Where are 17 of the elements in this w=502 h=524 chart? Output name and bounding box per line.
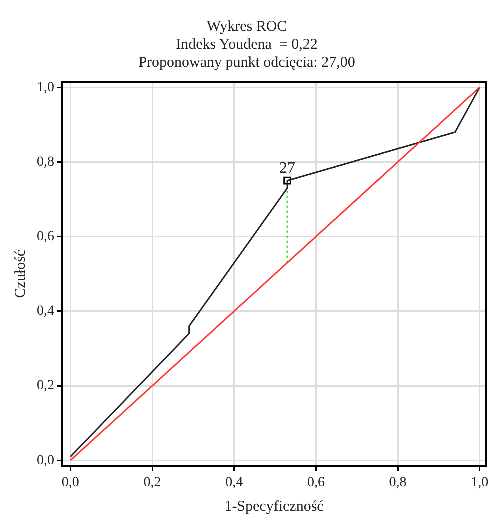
x-axis-title: 1-Specyficzność xyxy=(224,498,324,515)
y-tick-label: 0,6 xyxy=(37,229,54,244)
x-tick-label: 0,4 xyxy=(226,475,244,490)
x-tick-label: 0,0 xyxy=(62,475,80,490)
y-tick-label: 0,2 xyxy=(37,378,54,394)
chart-subtitle: Indeks Youdena = 0,22 Proponowany punkt odcięcia: 27,00 xyxy=(138,36,356,71)
x-tick-label: 0,6 xyxy=(307,475,325,490)
x-tick-label: 0,2 xyxy=(144,475,162,490)
x-tick-label: 0,8 xyxy=(389,475,407,490)
y-tick-label: 1,0 xyxy=(37,80,54,96)
annotation: 27 xyxy=(280,160,296,178)
x-tick-label: 1,0 xyxy=(471,475,489,490)
chart-title: Wykres ROC xyxy=(206,18,288,35)
y-tick-label: 0,8 xyxy=(37,154,54,170)
y-axis-title: Czułość xyxy=(12,250,29,298)
y-tick-label: 0,0 xyxy=(37,453,54,468)
y-tick-label: 0,4 xyxy=(37,304,54,320)
